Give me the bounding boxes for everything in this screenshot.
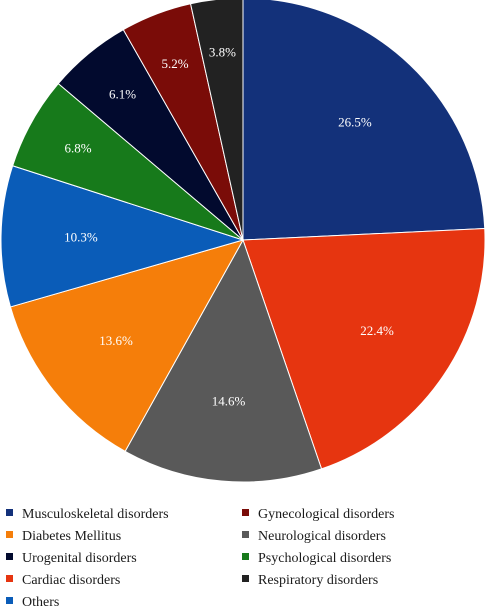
legend-label: Urogenital disorders: [22, 551, 137, 566]
legend: Musculoskeletal disorders Gynecological d…: [6, 507, 394, 606]
legend-swatch: [242, 553, 249, 560]
legend-swatch: [242, 509, 249, 516]
legend-swatch: [6, 509, 13, 516]
legend-label: Respiratory disorders: [258, 573, 378, 588]
legend-item-others: Others: [6, 595, 59, 606]
slice-label-psychological-disorders: 6.8%: [64, 140, 91, 155]
slice-neurological-disorders: [124, 238, 323, 483]
legend-swatch: [6, 597, 13, 604]
legend-swatch: [6, 553, 13, 560]
legend-item-musculoskeletal-disorders: Musculoskeletal disorders: [6, 507, 169, 522]
slice-cardiac-disorders: [242, 228, 485, 470]
slice-label-neurological-disorders: 14.6%: [212, 394, 246, 409]
slice-label-respiratory-disorders: 3.8%: [209, 44, 236, 59]
slice-label-diabetes-mellitus: 13.6%: [99, 333, 133, 348]
slice-label-cardiac-disorders: 22.4%: [360, 323, 394, 338]
legend-label: Diabetes Mellitus: [22, 529, 121, 544]
slice-labels: 26.5% 22.4% 14.6% 13.6% 10.3% 6.8% 6.1% 5.2% 3.8…: [64, 44, 394, 408]
slice-label-urogenital-disorders: 6.1%: [109, 87, 136, 102]
legend-item-psychological-disorders: Psychological disorders: [242, 551, 391, 566]
legend-swatch: [242, 575, 249, 582]
legend-swatch: [6, 575, 13, 582]
slice-label-others: 10.3%: [64, 229, 98, 244]
pie-slices: [0, 0, 485, 483]
slice-diabetes-mellitus: [9, 239, 245, 453]
legend-label: Musculoskeletal disorders: [22, 507, 169, 522]
legend-swatch: [242, 531, 249, 538]
legend-label: Gynecological disorders: [258, 507, 394, 522]
slice-label-gynecological-disorders: 5.2%: [162, 56, 189, 71]
legend-label: Cardiac disorders: [22, 573, 120, 588]
legend-item-gynecological-disorders: Gynecological disorders: [242, 507, 394, 522]
legend-item-urogenital-disorders: Urogenital disorders: [6, 551, 137, 566]
slice-others: [0, 165, 245, 308]
slice-respiratory-disorders: [189, 0, 244, 241]
legend-label: Others: [22, 595, 59, 606]
legend-item-cardiac-disorders: Cardiac disorders: [6, 573, 120, 588]
legend-label: Psychological disorders: [258, 551, 391, 566]
slice-musculoskeletal-disorders: [242, 0, 485, 241]
legend-item-neurological-disorders: Neurological disorders: [242, 529, 386, 544]
slice-label-musculoskeletal-disorders: 26.5%: [338, 115, 372, 130]
legend-label: Neurological disorders: [258, 529, 386, 544]
legend-item-diabetes-mellitus: Diabetes Mellitus: [6, 529, 121, 544]
legend-swatch: [6, 531, 13, 538]
legend-item-respiratory-disorders: Respiratory disorders: [242, 573, 378, 588]
